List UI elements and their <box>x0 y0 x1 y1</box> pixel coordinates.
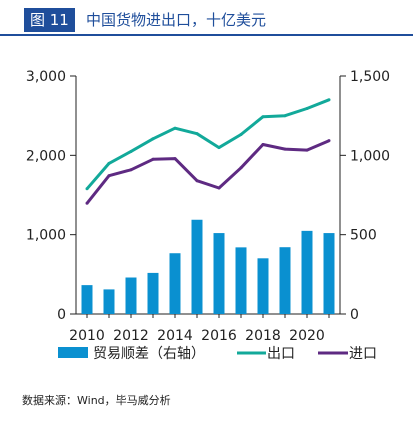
legend-swatch-bar <box>58 347 88 358</box>
x-tick-label: 2012 <box>113 328 149 344</box>
line-export <box>85 98 330 190</box>
legend-label-trade-surplus: 贸易顺差（右轴） <box>93 346 205 362</box>
trade-chart: 0 1,000 2,000 3,000 0 500 1,000 1,500 2010 2012 20… <box>26 69 390 362</box>
line-import-point <box>151 157 155 161</box>
line-import-point <box>283 147 287 151</box>
axes-layer <box>70 75 346 318</box>
bar-trade-surplus <box>279 247 291 314</box>
bar-trade-surplus <box>169 253 181 314</box>
bar-trade-surplus <box>147 272 159 314</box>
right-tick-label: 500 <box>350 228 377 244</box>
line-import-point <box>217 186 221 190</box>
right-tick-label: 1,500 <box>350 69 390 85</box>
x-tick-label: 2014 <box>157 328 193 344</box>
line-import-point <box>173 157 177 161</box>
line-export-point <box>151 137 155 141</box>
line-import-point <box>239 166 243 170</box>
bar-trade-surplus <box>213 233 225 314</box>
line-export-point <box>129 149 133 153</box>
bar-trade-surplus <box>323 233 335 314</box>
x-tick-label: 2010 <box>69 328 105 344</box>
bar-trade-surplus <box>257 258 269 314</box>
legend-label-import: 进口 <box>349 346 377 362</box>
line-import-point <box>261 143 265 147</box>
figure-number: 图 11 <box>24 8 75 32</box>
line-export-point <box>327 98 331 102</box>
line-import-point <box>327 139 331 143</box>
bar-trade-surplus <box>125 277 137 314</box>
line-export-point <box>283 114 287 118</box>
bar-trade-surplus <box>81 285 93 314</box>
line-import-point <box>129 168 133 172</box>
line-export-point <box>239 132 243 136</box>
x-tick-label: 2018 <box>245 328 281 344</box>
header-rule <box>0 34 413 36</box>
left-tick-label: 2,000 <box>26 148 66 164</box>
bar-trade-surplus <box>103 289 115 314</box>
line-export-point <box>217 146 221 150</box>
line-export-point <box>305 107 309 111</box>
figure-header: 图 11 中国货物进出口，十亿美元 <box>0 0 413 36</box>
bars-layer <box>81 219 335 314</box>
lines-layer <box>85 98 331 205</box>
right-tick-label: 0 <box>350 307 359 323</box>
legend-label-export: 出口 <box>267 346 295 362</box>
bar-trade-surplus <box>301 230 313 314</box>
line-import <box>85 139 330 205</box>
figure-title: 中国货物进出口，十亿美元 <box>86 11 267 29</box>
left-tick-label: 0 <box>57 307 66 323</box>
line-export-point <box>195 132 199 136</box>
line-import-point <box>195 179 199 183</box>
x-tick-label: 2020 <box>289 328 325 344</box>
source-note: 数据来源：Wind，毕马威分析 <box>22 394 171 407</box>
line-export-point <box>107 161 111 165</box>
line-import-point <box>85 201 89 205</box>
line-export-point <box>261 115 265 119</box>
left-tick-label: 3,000 <box>26 69 66 85</box>
legend: 贸易顺差（右轴） 出口 进口 <box>58 346 377 362</box>
line-export-point <box>85 187 89 191</box>
line-import-point <box>305 148 309 152</box>
line-export-point <box>173 126 177 130</box>
x-tick-label: 2016 <box>201 328 237 344</box>
bar-trade-surplus <box>235 247 247 314</box>
left-tick-label: 1,000 <box>26 228 66 244</box>
right-tick-label: 1,000 <box>350 148 390 164</box>
bar-trade-surplus <box>191 219 203 314</box>
tick-labels-layer: 0 1,000 2,000 3,000 0 500 1,000 1,500 2010 2012 20… <box>26 69 390 344</box>
line-import-point <box>107 174 111 178</box>
